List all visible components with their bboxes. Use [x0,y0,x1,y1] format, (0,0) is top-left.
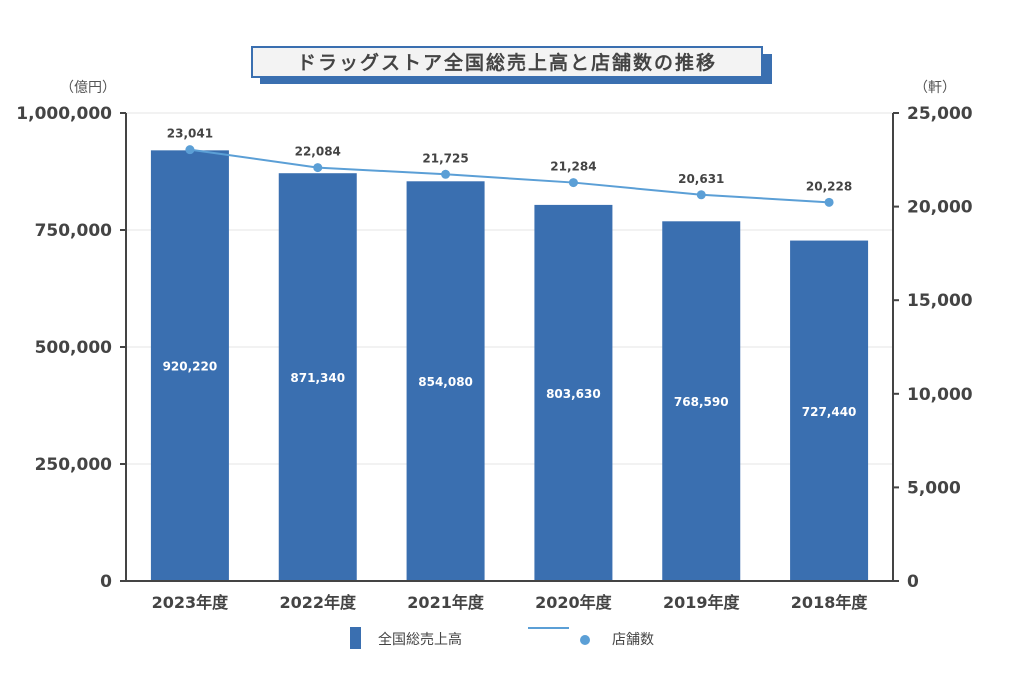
x-tick-label: 2021年度 [407,593,485,612]
right-tick-label: 0 [907,572,919,592]
right-tick-label: 15,000 [907,291,973,311]
legend-label-sales: 全国総売上高 [378,631,462,648]
stores-point [824,197,834,207]
stores-value-label: 23,041 [167,127,213,141]
right-tick-label: 5,000 [907,478,961,498]
stores-point [185,145,195,155]
bar-value-label: 768,590 [674,395,729,409]
legend-label-stores: 店舗数 [612,632,654,648]
bar-value-label: 854,080 [418,375,473,389]
x-tick-label: 2019年度 [663,593,741,612]
right-tick-label: 10,000 [907,385,973,405]
stores-value-label: 22,084 [295,145,341,159]
legend-swatch-stores-dot [580,635,590,645]
bar [278,173,357,581]
chart-title: ドラッグストア全国総売上高と店舗数の推移 [297,51,717,74]
bar [662,221,741,582]
left-axis-unit: （億円） [60,80,116,96]
stores-value-label: 20,228 [806,179,852,193]
left-tick-label: 750,000 [35,221,113,241]
title-box: ドラッグストア全国総売上高と店舗数の推移 [251,46,772,84]
legend: 全国総売上高 店舗数 [350,627,654,649]
left-tick-label: 0 [100,572,112,592]
stores-value-label: 20,631 [678,172,724,186]
right-tick-label: 25,000 [907,104,973,124]
bar-value-label: 803,630 [546,387,601,401]
right-axis-unit: （軒） [914,80,956,96]
left-tick-label: 250,000 [35,455,113,475]
x-tick-label: 2020年度 [535,593,613,612]
bar [406,181,485,581]
stores-value-label: 21,725 [422,151,468,165]
left-tick-label: 500,000 [35,338,113,358]
x-tick-label: 2022年度 [279,593,357,612]
bar [534,204,613,581]
stores-value-label: 21,284 [550,160,596,174]
bar [790,240,869,581]
legend-swatch-sales [350,627,361,649]
stores-point [441,169,451,179]
stores-line [189,148,830,204]
stores-point [568,178,578,188]
left-tick-label: 1,000,000 [16,104,112,124]
x-tick-label: 2023年度 [152,593,230,612]
x-tick-label: 2018年度 [791,593,869,612]
bar [150,150,229,581]
bar-value-label: 920,220 [163,360,218,374]
bar-value-label: 871,340 [290,371,345,385]
right-tick-label: 20,000 [907,198,973,218]
bar-value-label: 727,440 [802,405,857,419]
stores-point [696,190,706,200]
stores-point [313,163,323,173]
